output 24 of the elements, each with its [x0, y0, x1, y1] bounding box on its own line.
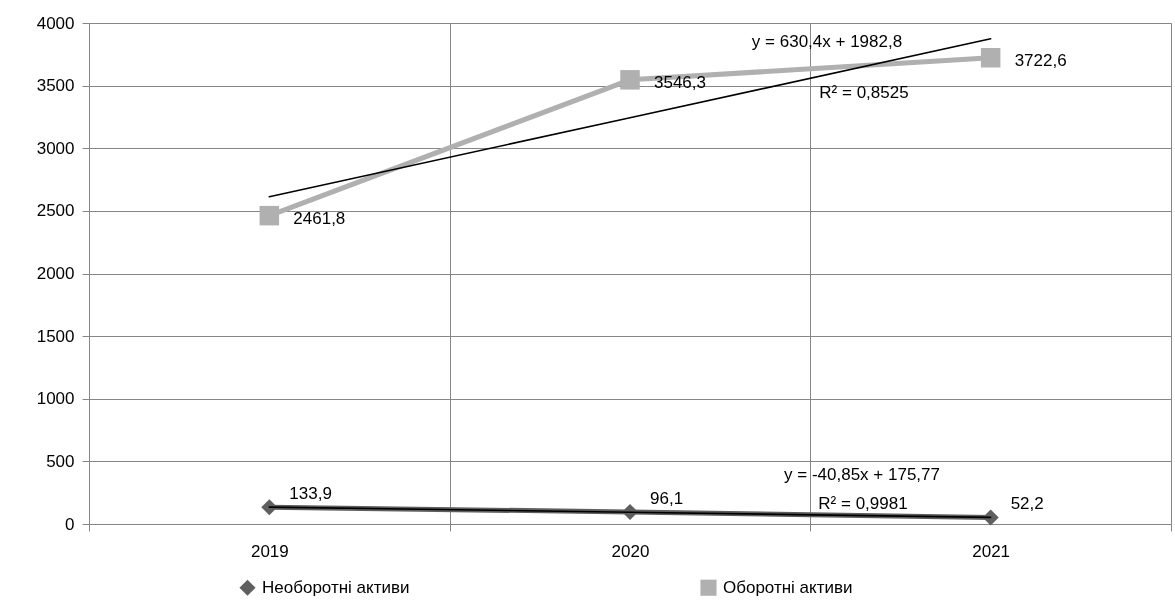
y-tick-label: 0: [65, 514, 75, 534]
data-label: 52,2: [1010, 494, 1044, 514]
y-tick-label: 3000: [36, 138, 75, 158]
data-label: 3722,6: [1014, 50, 1067, 70]
x-tick-label: 2019: [250, 541, 289, 561]
data-label: 3546,3: [654, 72, 706, 92]
annotation: R² = 0,9981: [818, 494, 908, 513]
legend-label: Оборотні активи: [723, 577, 853, 597]
x-tick-label: 2021: [972, 541, 1011, 561]
data-label: 96,1: [650, 488, 684, 508]
y-tick-label: 500: [46, 451, 75, 471]
data-label: 133,9: [289, 484, 332, 504]
annotation: y = 630,4x + 1982,8: [751, 32, 903, 51]
legend-label: Необоротні активи: [262, 577, 410, 597]
x-tick-label: 2020: [611, 541, 650, 561]
y-tick-label: 4000: [36, 13, 75, 33]
y-tick-label: 2500: [36, 201, 75, 221]
y-tick-label: 1000: [36, 389, 75, 409]
annotation: R² = 0,8525: [819, 83, 909, 102]
annotation: y = -40,85x + 175,77: [784, 465, 940, 484]
y-tick-label: 3500: [36, 76, 75, 96]
y-tick-label: 1500: [36, 326, 75, 346]
data-label: 2461,8: [293, 208, 346, 228]
y-tick-label: 2000: [36, 264, 75, 283]
